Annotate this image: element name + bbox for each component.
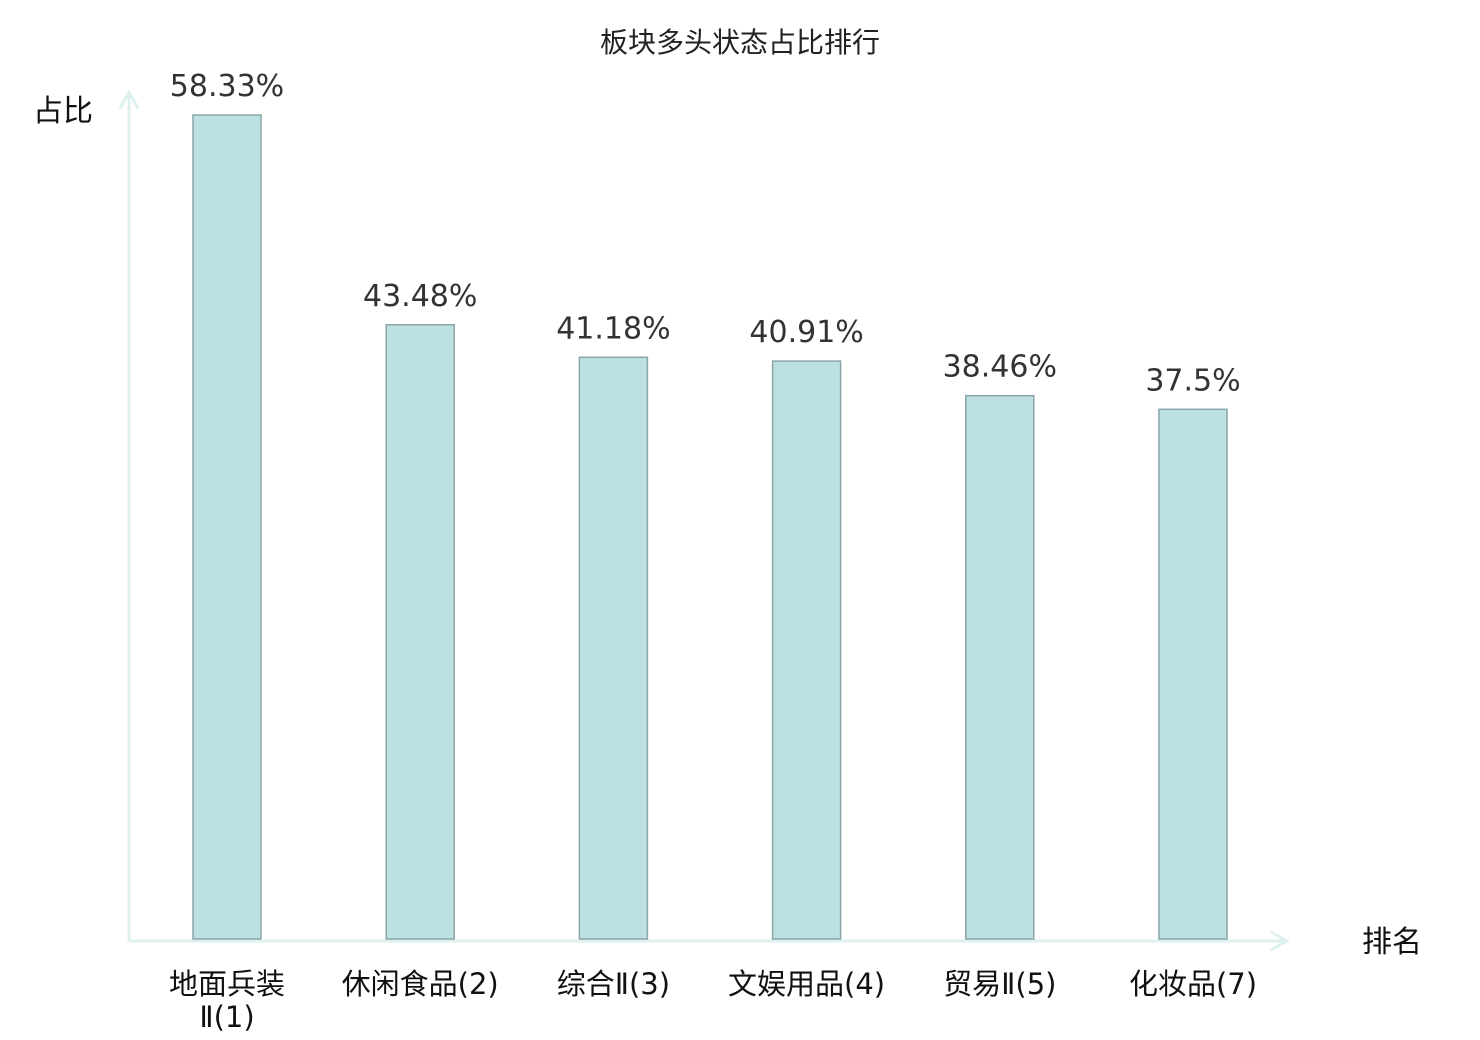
category-label-5: 贸易Ⅱ(5)	[943, 967, 1056, 1001]
category-name: 化妆品	[1129, 967, 1216, 1001]
value-label-1: 58.33%	[170, 69, 284, 104]
category-name: 综合Ⅱ	[557, 967, 629, 1001]
category-labels-group: 地面兵装 Ⅱ(1) 休闲食品(2) 综合Ⅱ(3) 文娱用品(4) 贸易Ⅱ(5) 化妆品(7)	[169, 967, 1257, 1034]
value-label-6: 37.5%	[1145, 363, 1240, 398]
category-rank: (5)	[1015, 967, 1056, 1001]
category-label-6: 化妆品(7)	[1129, 967, 1257, 1001]
y-axis-label: 占比	[33, 94, 93, 129]
value-label-3: 41.18%	[556, 311, 670, 346]
bar-4	[771, 360, 842, 940]
bar-5	[965, 394, 1035, 940]
bar-3	[578, 356, 649, 940]
bars-group	[192, 114, 1228, 940]
x-axis-label: 排名	[1362, 925, 1422, 960]
category-rank: (2)	[458, 967, 499, 1001]
category-name: 文娱用品	[728, 967, 844, 1001]
category-label-2: 休闲食品(2)	[342, 967, 499, 1001]
value-label-2: 43.48%	[363, 279, 477, 314]
category-label-3: 综合Ⅱ(3)	[557, 967, 670, 1001]
value-labels-group: 58.33% 43.48% 41.18% 40.91% 38.46% 37.5%	[170, 69, 1241, 398]
category-label-1: 地面兵装 Ⅱ(1)	[169, 967, 285, 1034]
category-label-4: 文娱用品(4)	[728, 967, 885, 1001]
category-label-line: Ⅱ(1)	[199, 1000, 254, 1034]
value-label-4: 40.91%	[749, 315, 863, 350]
bar-1	[192, 114, 262, 940]
bar-6	[1158, 408, 1228, 940]
category-rank: (4)	[844, 967, 885, 1001]
category-label-line: 地面兵装	[169, 967, 285, 1001]
value-label-5: 38.46%	[943, 350, 1057, 385]
bar-2	[385, 324, 455, 940]
category-name: 休闲食品	[342, 967, 458, 1001]
chart-title: 板块多头状态占比排行	[600, 26, 880, 59]
category-rank: (3)	[629, 967, 670, 1001]
category-rank: (7)	[1216, 967, 1257, 1001]
category-name: 贸易Ⅱ	[943, 967, 1015, 1001]
